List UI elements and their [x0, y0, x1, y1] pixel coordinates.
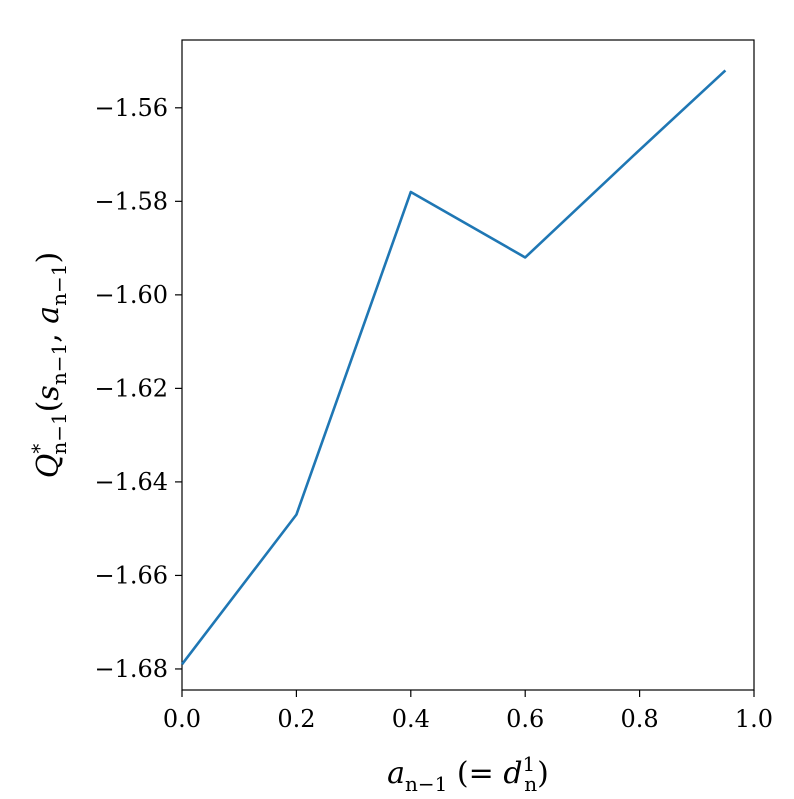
- x-tick-label: 0.6: [506, 705, 544, 733]
- y-label-close: ): [31, 252, 66, 264]
- x-axis-ticks: 0.0 0.2 0.4 0.6 0.8 1.0: [163, 690, 773, 733]
- x-label-main: a: [387, 756, 405, 791]
- x-label-mid: (=: [447, 756, 503, 791]
- plot-area: [182, 40, 754, 690]
- y-tick-label: −1.60: [94, 281, 168, 309]
- y-label-s: s: [31, 385, 66, 400]
- y-tick-label: −1.64: [94, 468, 168, 496]
- x-label-sub: n−1: [405, 772, 447, 794]
- x-label-main2: d: [503, 756, 522, 791]
- x-tick-label: 0.8: [621, 705, 659, 733]
- y-tick-label: −1.62: [94, 374, 168, 402]
- y-axis-label: Q*n−1(sn−1, an−1): [27, 252, 71, 479]
- x-tick-label: 0.4: [392, 705, 430, 733]
- x-tick-label: 0.0: [163, 705, 201, 733]
- x-label-end: ): [537, 756, 549, 791]
- y-label-s-sub: n−1: [47, 343, 71, 385]
- y-label-a: a: [31, 306, 66, 324]
- y-tick-label: −1.66: [94, 561, 168, 589]
- y-axis-ticks: −1.68 −1.66 −1.64 −1.62 −1.60 −1.58 −1.56: [94, 94, 182, 683]
- y-label-open: (: [31, 401, 66, 413]
- y-label-main: Q: [31, 454, 66, 479]
- y-label-comma: ,: [31, 324, 66, 343]
- x-label-sub2: n: [524, 772, 537, 794]
- y-label-a-sub: n−1: [47, 263, 71, 305]
- y-tick-label: −1.58: [94, 187, 168, 215]
- y-tick-label: −1.56: [94, 94, 168, 122]
- x-tick-label: 1.0: [735, 705, 773, 733]
- y-tick-label: −1.68: [94, 655, 168, 683]
- x-tick-label: 0.2: [277, 705, 315, 733]
- y-label-sub: n−1: [47, 412, 71, 454]
